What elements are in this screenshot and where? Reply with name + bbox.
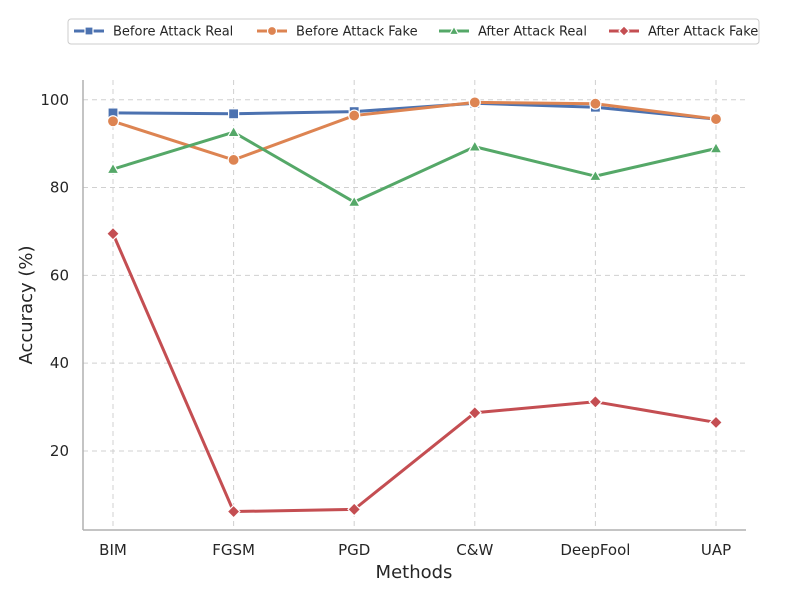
legend-label: Before Attack Real bbox=[113, 25, 233, 40]
triangle-marker bbox=[709, 141, 723, 154]
circle-marker bbox=[709, 112, 723, 126]
y-tick-label: 20 bbox=[50, 442, 69, 460]
series-line bbox=[112, 101, 717, 121]
x-tick-label: DeepFool bbox=[560, 541, 630, 559]
legend-entry: After Attack Real bbox=[439, 25, 587, 40]
square-marker bbox=[84, 26, 94, 36]
series-3 bbox=[106, 125, 723, 207]
y-tick-label: 40 bbox=[50, 354, 69, 372]
legend-label: After Attack Real bbox=[478, 25, 587, 40]
legend-entry: Before Attack Real bbox=[74, 25, 233, 40]
series-2 bbox=[106, 96, 723, 167]
triangle-marker bbox=[468, 139, 482, 152]
circle-marker bbox=[106, 115, 120, 128]
legend-entry: Before Attack Fake bbox=[257, 25, 418, 40]
axes bbox=[82, 80, 746, 531]
legend-label: After Attack Fake bbox=[648, 25, 758, 40]
y-tick-label: 100 bbox=[40, 91, 69, 109]
series-line bbox=[112, 130, 717, 204]
series-line bbox=[112, 100, 717, 162]
circle-marker bbox=[468, 96, 481, 109]
circle-marker bbox=[348, 109, 361, 122]
diamond-marker bbox=[588, 394, 603, 409]
y-tick-labels: 20 40 60 80 100 bbox=[40, 91, 69, 460]
triangle-marker bbox=[448, 25, 460, 36]
y-tick-label: 60 bbox=[50, 266, 69, 284]
x-tick-label: C&W bbox=[456, 541, 493, 559]
x-axis-label: Methods bbox=[376, 562, 453, 583]
circle-marker bbox=[266, 25, 278, 37]
y-axis-label: Accuracy (%) bbox=[16, 245, 37, 364]
y-tick-label: 80 bbox=[50, 179, 69, 197]
diamond-marker bbox=[105, 226, 121, 241]
triangle-marker bbox=[106, 162, 120, 175]
square-marker bbox=[228, 108, 240, 120]
legend-label: Before Attack Fake bbox=[296, 25, 418, 40]
diamond-marker bbox=[467, 405, 482, 420]
series-lines bbox=[105, 96, 724, 519]
x-tick-label: FGSM bbox=[212, 541, 255, 559]
x-tick-label: UAP bbox=[701, 541, 731, 559]
series-1 bbox=[107, 97, 722, 125]
x-tick-labels: BIM FGSM PGD C&W DeepFool UAP bbox=[99, 541, 731, 559]
diamond-marker bbox=[618, 25, 630, 37]
grid bbox=[83, 80, 746, 530]
diamond-marker bbox=[347, 502, 362, 517]
diamond-marker bbox=[708, 415, 724, 430]
x-tick-label: PGD bbox=[338, 541, 370, 559]
legend: Before Attack Real Before Attack Fake Afte… bbox=[67, 18, 760, 45]
circle-marker bbox=[227, 153, 240, 167]
triangle-marker bbox=[347, 195, 361, 207]
series-4 bbox=[105, 226, 724, 519]
x-tick-label: BIM bbox=[99, 541, 127, 559]
circle-marker bbox=[589, 97, 602, 110]
series-line bbox=[111, 233, 717, 514]
triangle-marker bbox=[226, 125, 241, 138]
diamond-marker bbox=[226, 504, 241, 519]
legend-entry: After Attack Fake bbox=[609, 25, 758, 40]
legend-frame bbox=[67, 18, 760, 45]
triangle-marker bbox=[588, 169, 603, 182]
